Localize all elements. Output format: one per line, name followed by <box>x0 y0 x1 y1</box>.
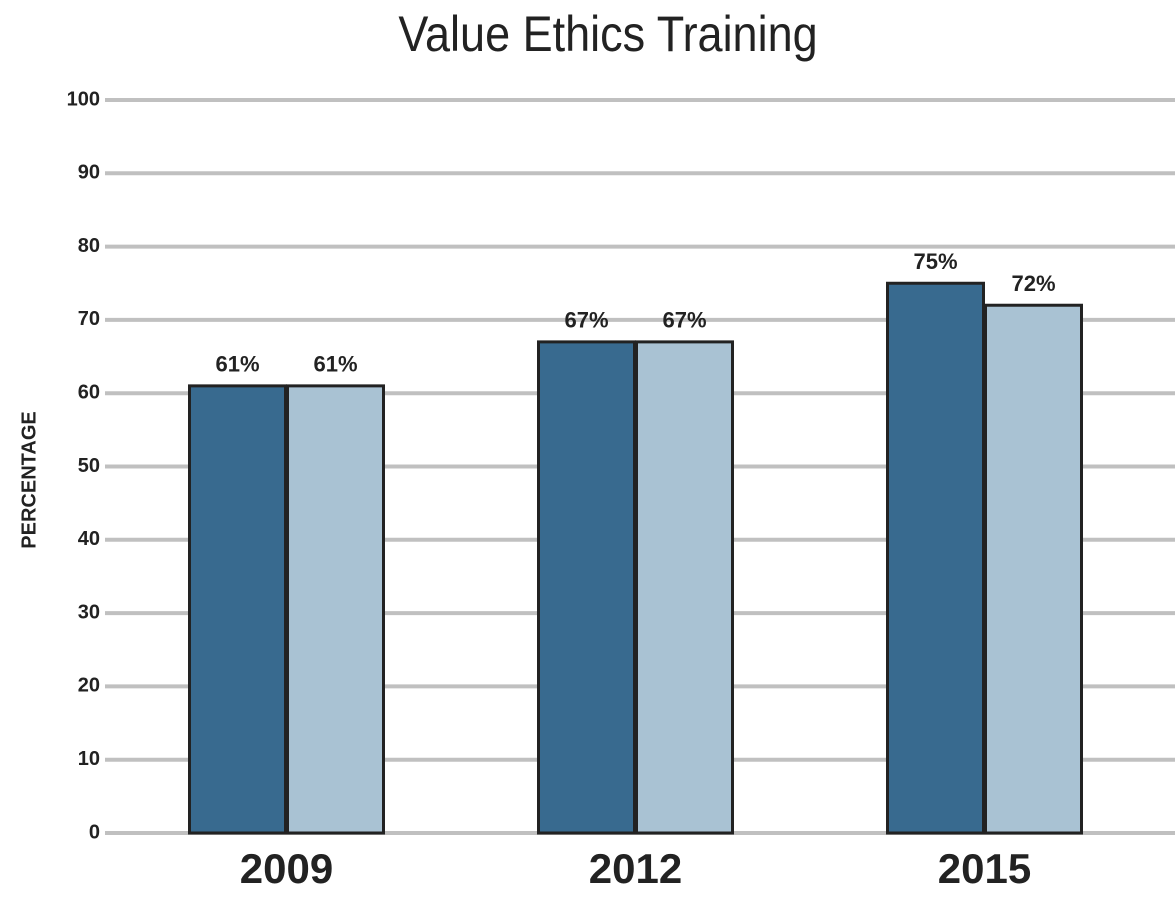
bar <box>984 303 1083 835</box>
bar <box>188 384 287 835</box>
value-label: 75% <box>913 249 957 274</box>
y-tick-label: 100 <box>67 88 100 110</box>
value-label: 67% <box>564 308 608 333</box>
y-tick-label: 40 <box>78 528 100 550</box>
y-tick-label: 10 <box>78 748 100 770</box>
chart-title: Value Ethics Training <box>398 7 817 63</box>
x-tick-label: 2009 <box>240 845 333 892</box>
y-axis-label: PERCENTAGE <box>18 411 40 548</box>
y-tick-label: 70 <box>78 308 100 330</box>
bar <box>537 340 636 835</box>
bar <box>886 281 985 835</box>
bar <box>286 384 385 835</box>
value-label: 61% <box>215 352 259 377</box>
y-tick-label: 30 <box>78 601 100 623</box>
value-label: 72% <box>1011 271 1055 296</box>
bar <box>635 340 734 835</box>
y-tick-label: 20 <box>78 675 100 697</box>
value-label: 67% <box>662 308 706 333</box>
y-tick-label: 80 <box>78 235 100 257</box>
value-label: 61% <box>313 352 357 377</box>
y-tick-label: 90 <box>78 162 100 184</box>
y-tick-label: 0 <box>89 821 100 843</box>
x-tick-label: 2015 <box>938 845 1031 892</box>
x-tick-label: 2012 <box>589 845 682 892</box>
y-tick-label: 50 <box>78 455 100 477</box>
y-tick-label: 60 <box>78 381 100 403</box>
